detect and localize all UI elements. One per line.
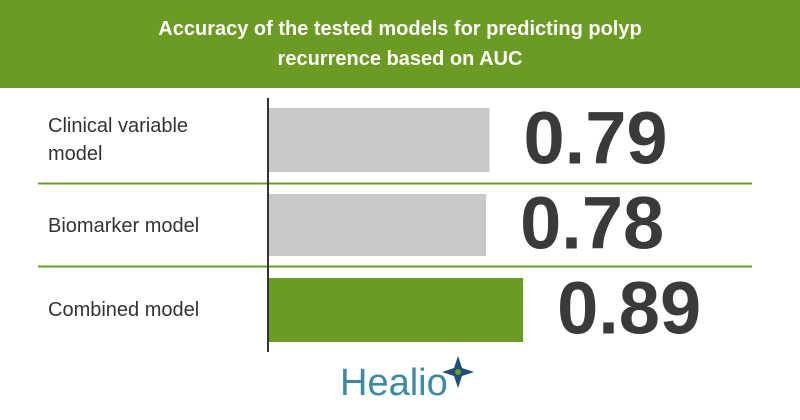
star-dot bbox=[455, 369, 461, 375]
bar bbox=[269, 278, 524, 342]
value-label: 0.89 bbox=[557, 267, 701, 350]
bar bbox=[269, 108, 490, 172]
bar bbox=[269, 194, 487, 256]
value-label: 0.79 bbox=[524, 97, 668, 180]
header: Accuracy of the tested models for predic… bbox=[0, 0, 800, 88]
category-label: Combined model bbox=[48, 299, 200, 321]
logo: Healio bbox=[340, 362, 448, 404]
category-label: Clinical variable model bbox=[48, 115, 189, 165]
value-label: 0.78 bbox=[520, 182, 664, 265]
logo-star bbox=[442, 356, 474, 388]
chart-title: Accuracy of the tested models for predic… bbox=[158, 18, 642, 70]
category-label: Biomarker model bbox=[48, 215, 200, 237]
